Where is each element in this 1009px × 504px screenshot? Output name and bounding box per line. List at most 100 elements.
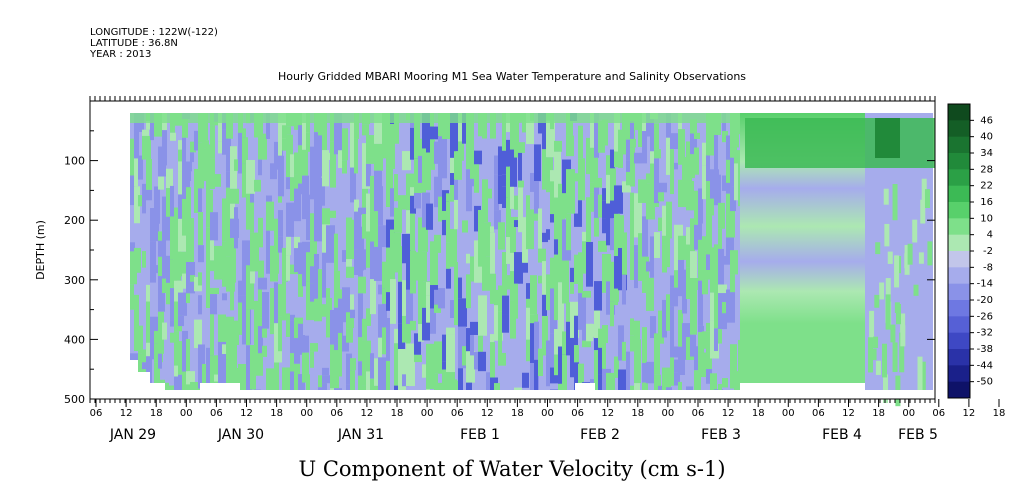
field-cell [638, 179, 647, 203]
field-cell [899, 332, 905, 373]
field-cell [594, 338, 599, 351]
field-cell [186, 371, 195, 385]
field-cell [362, 124, 369, 136]
field-cell [210, 294, 217, 315]
field-cell [334, 113, 342, 155]
field-cell [578, 125, 583, 159]
field-cell [714, 328, 718, 352]
field-cell [370, 378, 374, 390]
field-cell [338, 289, 343, 299]
field-cell [358, 375, 362, 390]
field-cell [130, 242, 135, 252]
field-cell [374, 385, 381, 390]
plot-area [90, 101, 935, 407]
field-cell [534, 321, 539, 360]
field-cell [885, 294, 891, 330]
field-cell [638, 113, 642, 148]
field-cell [358, 293, 363, 338]
field-cell [426, 388, 430, 390]
field-cell [438, 136, 447, 179]
colorbar-label: 46 [980, 115, 993, 126]
field-cell [674, 162, 678, 170]
field-cell [158, 311, 164, 354]
field-cell [534, 359, 538, 390]
field-cell [602, 200, 608, 219]
field-cell [306, 132, 310, 152]
field-cell [306, 252, 313, 282]
field-cell [230, 237, 236, 283]
field-cell [470, 150, 475, 179]
field-cell [246, 159, 255, 194]
field-cell [410, 195, 416, 214]
x-hour-label: 18 [511, 408, 524, 419]
field-cell [458, 298, 467, 327]
field-cell [222, 293, 227, 301]
field-cell [430, 139, 435, 170]
field-cell [490, 232, 495, 274]
field-cell [586, 323, 593, 342]
field-cell [498, 222, 505, 250]
field-cell [174, 331, 179, 366]
field-cell [278, 210, 283, 237]
field-cell [554, 354, 561, 376]
field-cell [190, 152, 194, 163]
field-cell [734, 371, 739, 381]
field-cell [326, 225, 335, 263]
field-cell [618, 215, 624, 248]
field-cell [302, 202, 307, 220]
field-cell [900, 313, 906, 333]
field-cell [182, 119, 188, 138]
colorbar-label: -32 [977, 328, 993, 339]
field-cell [350, 370, 355, 390]
field-cell [554, 239, 561, 255]
field-cell [362, 318, 367, 341]
chart-title: Hourly Gridded MBARI Mooring M1 Sea Wate… [278, 70, 746, 83]
x-hour-label: 12 [120, 408, 133, 419]
field-cell [170, 216, 176, 241]
field-cell [398, 323, 405, 349]
x-hour-label: 06 [330, 408, 343, 419]
field-cell [542, 294, 547, 316]
field-cell [326, 152, 331, 160]
field-cell [398, 281, 402, 324]
field-cell [900, 325, 906, 347]
field-cell [658, 310, 664, 344]
field-cell [458, 277, 462, 299]
field-cell [246, 265, 254, 310]
x-hour-label: 12 [361, 408, 374, 419]
field-cell [892, 342, 898, 373]
field-cell [470, 334, 474, 356]
field-cell [594, 157, 598, 178]
field-cell [330, 344, 339, 389]
field-cell [894, 255, 900, 288]
field-cell [334, 270, 340, 293]
field-cell [506, 197, 511, 238]
field-cell [434, 373, 438, 390]
field-cell [386, 360, 390, 390]
field-cell [690, 251, 697, 279]
field-cell [146, 121, 151, 130]
field-cell [726, 182, 732, 194]
field-cell [410, 187, 417, 196]
colorbar-swatch [948, 202, 970, 219]
field-cell [614, 356, 619, 378]
field-cell [286, 202, 294, 237]
field-cell [594, 113, 599, 158]
field-cell [698, 223, 702, 240]
field-cell [466, 160, 470, 170]
field-cell [718, 384, 722, 390]
x-hour-label: 12 [240, 408, 253, 419]
field-cell [686, 386, 693, 390]
field-cell [550, 288, 557, 334]
field-cell [422, 227, 428, 252]
field-cell [490, 342, 495, 378]
field-cell [294, 338, 300, 364]
field-cell [920, 199, 926, 224]
field-cell [302, 175, 309, 203]
colorbar-label: -26 [977, 311, 993, 322]
colorbar-swatch [948, 169, 970, 187]
field-cell [250, 193, 254, 203]
y-tick-label: 200 [64, 214, 85, 227]
x-hour-label: 12 [722, 408, 735, 419]
field-cell [446, 193, 454, 202]
